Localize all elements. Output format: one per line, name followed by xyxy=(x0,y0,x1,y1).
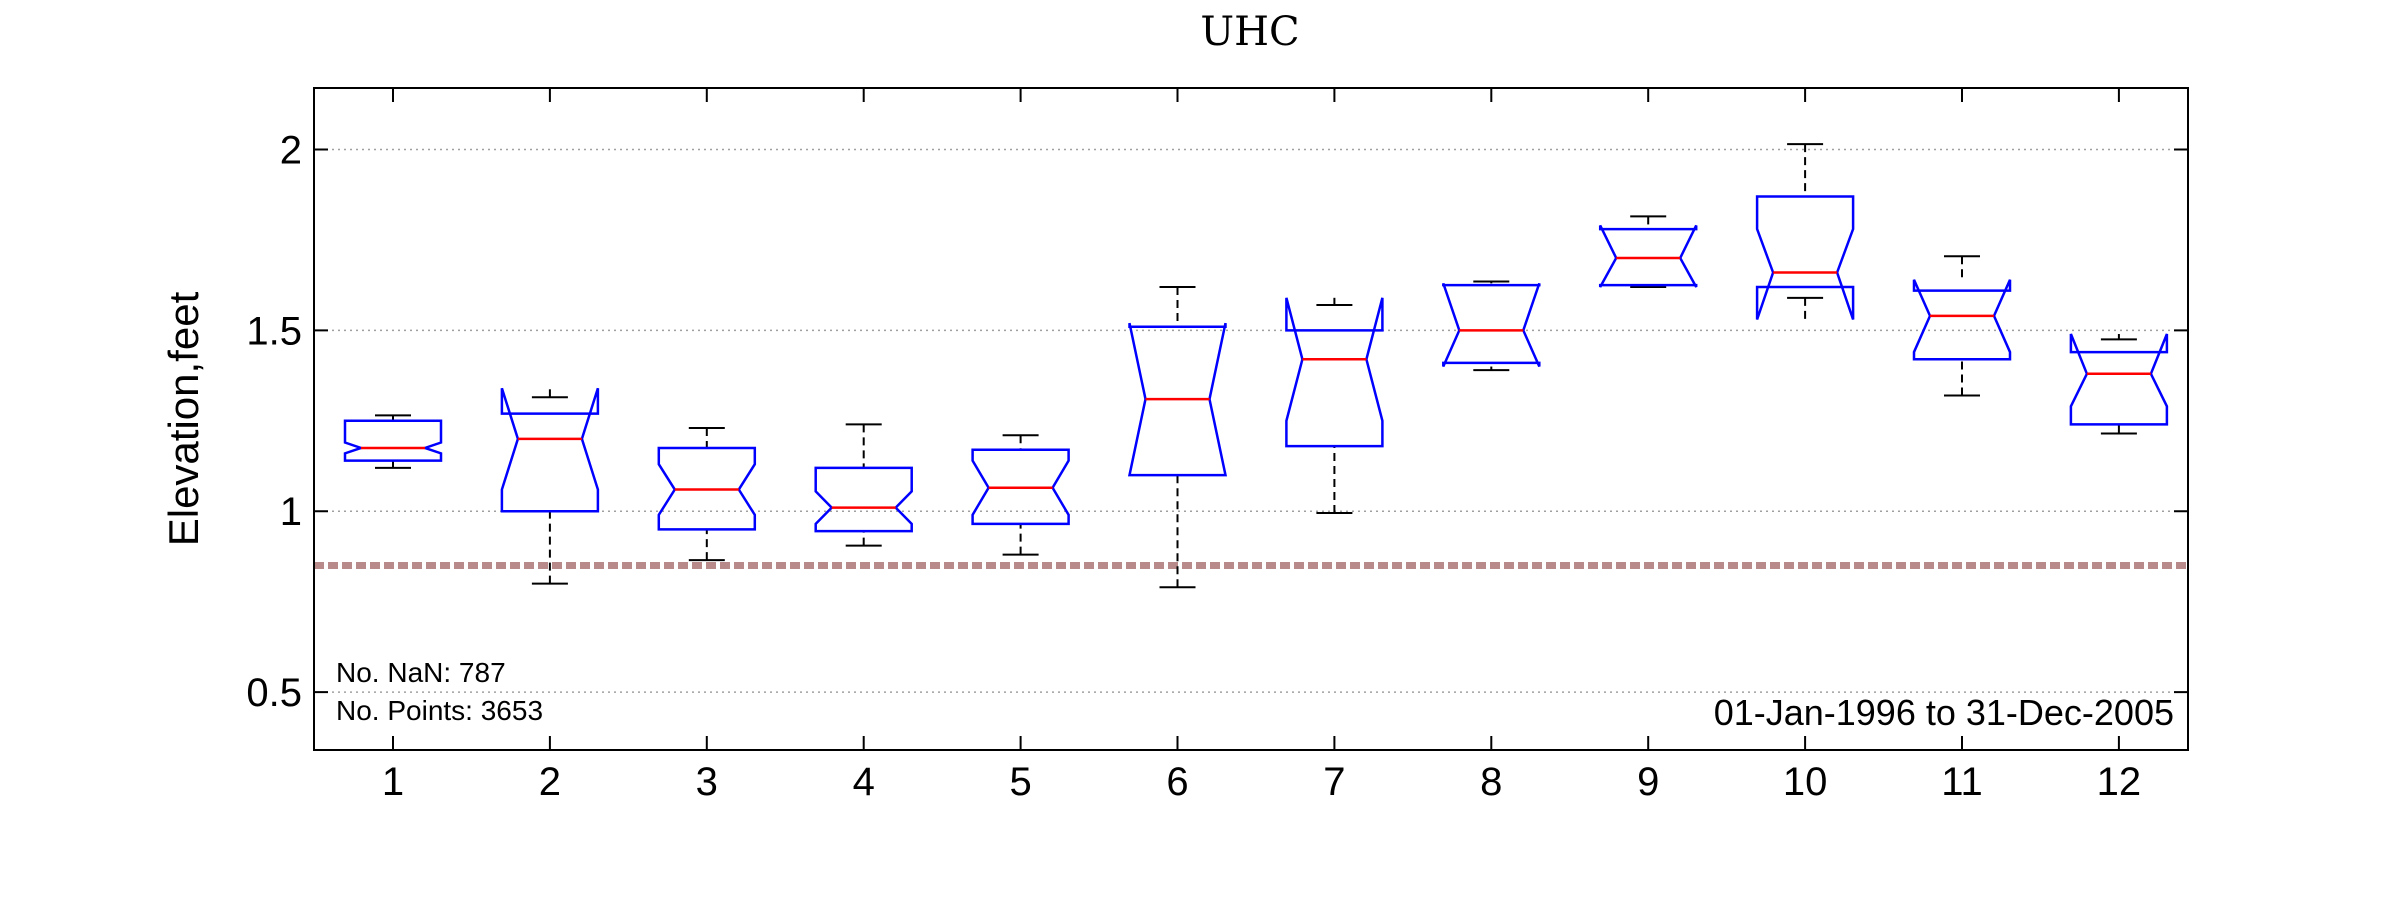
x-ticks: 1 2 3 4 5 6 7 8 9 10 11 12 xyxy=(382,88,2141,804)
point-count-note: No. Points: 3653 xyxy=(336,695,543,726)
notched-box xyxy=(1442,282,1541,368)
grid-lines xyxy=(314,148,2188,693)
x-tick-label: 12 xyxy=(2097,760,2142,804)
y-axis-label: Elevation,feet xyxy=(160,291,207,546)
x-tick-label: 1 xyxy=(382,760,404,804)
notched-box xyxy=(343,419,443,462)
box-month-3 xyxy=(657,427,757,562)
x-tick-label: 8 xyxy=(1480,760,1502,804)
box-month-2 xyxy=(500,387,600,585)
notched-box xyxy=(2069,333,2169,426)
x-tick-label: 10 xyxy=(1783,760,1828,804)
box-month-12 xyxy=(2069,333,2169,435)
plot-frame xyxy=(313,87,2189,751)
notched-box xyxy=(1598,224,1698,288)
y-tick-label: 2 xyxy=(280,128,302,172)
box-month-6 xyxy=(1127,285,1228,589)
box-month-7 xyxy=(1285,297,1384,515)
x-tick-label: 2 xyxy=(539,760,561,804)
y-ticks: 0.5 1 1.5 2 xyxy=(246,128,2188,715)
x-tick-label: 11 xyxy=(1941,760,1983,804)
box-month-9 xyxy=(1598,215,1698,288)
box-month-11 xyxy=(1912,255,2012,397)
notched-box xyxy=(1755,195,1855,320)
x-tick-label: 9 xyxy=(1637,760,1659,804)
box-month-4 xyxy=(814,423,913,547)
box-month-8 xyxy=(1442,280,1541,372)
x-tick-label: 4 xyxy=(853,760,875,804)
box-month-5 xyxy=(971,434,1070,556)
y-tick-label: 0.5 xyxy=(246,671,302,715)
x-tick-label: 6 xyxy=(1166,760,1188,804)
boxes-layer xyxy=(343,143,2169,589)
chart-title: UHC xyxy=(1200,9,1299,55)
x-tick-label: 7 xyxy=(1323,760,1345,804)
box-month-10 xyxy=(1755,143,1855,320)
date-range-note: 01-Jan-1996 to 31-Dec-2005 xyxy=(1714,692,2174,733)
notched-box xyxy=(814,466,913,533)
y-tick-label: 1.5 xyxy=(246,309,302,353)
notched-box xyxy=(500,387,600,513)
x-tick-label: 3 xyxy=(696,760,718,804)
notched-box xyxy=(971,448,1070,526)
y-tick-label: 1 xyxy=(280,490,302,534)
box-month-1 xyxy=(343,414,443,469)
notched-box xyxy=(1127,322,1228,477)
notched-box xyxy=(657,446,757,531)
x-tick-label: 5 xyxy=(1009,760,1031,804)
nan-count-note: No. NaN: 787 xyxy=(336,657,506,688)
notched-box xyxy=(1912,279,2012,361)
notched-box xyxy=(1285,297,1384,448)
